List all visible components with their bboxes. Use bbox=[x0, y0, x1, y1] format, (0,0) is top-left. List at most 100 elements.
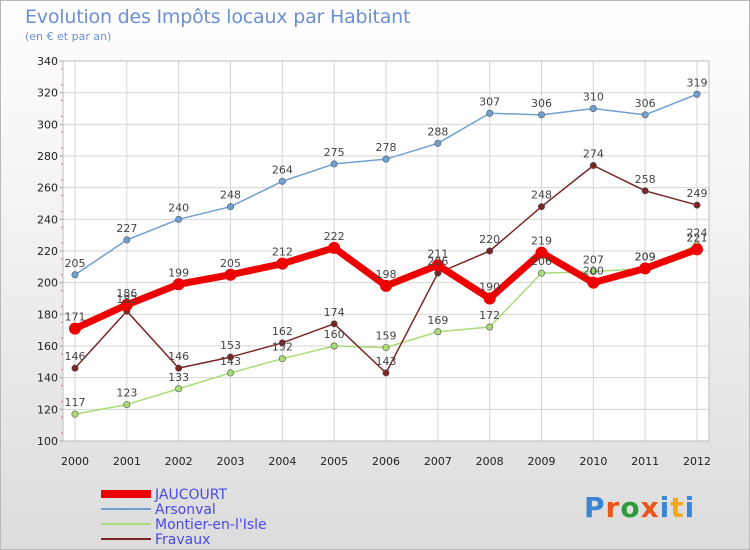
data-label: 207 bbox=[583, 254, 604, 267]
logo-letter: P bbox=[584, 491, 606, 524]
legend-item: Arsonval bbox=[101, 502, 216, 518]
x-tick-label: 2009 bbox=[528, 455, 556, 468]
data-point bbox=[123, 236, 131, 244]
logo-letter: r bbox=[605, 491, 621, 524]
data-point bbox=[175, 364, 183, 372]
data-label: 319 bbox=[687, 76, 708, 89]
data-point bbox=[175, 385, 183, 393]
data-point bbox=[483, 292, 496, 305]
data-label: 258 bbox=[635, 173, 656, 186]
data-label: 307 bbox=[479, 95, 500, 108]
data-point bbox=[434, 328, 442, 336]
data-point bbox=[175, 215, 183, 223]
data-label: 190 bbox=[479, 281, 500, 294]
legend-label: Montier-en-l'Isle bbox=[155, 517, 267, 533]
data-point bbox=[330, 320, 338, 328]
data-label: 162 bbox=[272, 325, 293, 338]
x-tick-label: 2007 bbox=[424, 455, 452, 468]
y-tick-label: 220 bbox=[37, 245, 58, 258]
y-tick-label: 200 bbox=[37, 277, 58, 290]
data-point bbox=[587, 276, 600, 289]
data-label: 248 bbox=[220, 189, 241, 202]
data-point bbox=[589, 162, 597, 170]
data-label: 209 bbox=[635, 250, 656, 263]
data-label: 206 bbox=[427, 255, 448, 268]
data-label: 227 bbox=[116, 222, 137, 235]
data-point bbox=[641, 187, 649, 195]
data-point bbox=[123, 401, 131, 409]
data-label: 186 bbox=[116, 287, 137, 300]
y-tick-label: 240 bbox=[37, 213, 58, 226]
data-point bbox=[486, 323, 494, 331]
chart-title: Evolution des Impôts locaux par Habitant bbox=[25, 6, 411, 28]
data-label: 205 bbox=[65, 257, 86, 270]
data-point bbox=[693, 90, 701, 98]
data-label: 212 bbox=[272, 246, 293, 259]
data-point bbox=[278, 355, 286, 363]
data-label: 152 bbox=[272, 341, 293, 354]
data-label: 211 bbox=[427, 247, 448, 260]
data-label: 275 bbox=[324, 146, 345, 159]
data-label: 209 bbox=[635, 250, 656, 263]
data-label: 221 bbox=[687, 231, 708, 244]
data-point bbox=[120, 298, 133, 311]
data-point bbox=[328, 241, 341, 254]
data-point bbox=[382, 344, 390, 352]
data-point bbox=[434, 139, 442, 147]
x-tick-label: 2004 bbox=[268, 455, 296, 468]
data-label: 278 bbox=[376, 141, 397, 154]
data-point bbox=[330, 160, 338, 168]
data-label: 159 bbox=[376, 330, 397, 343]
data-label: 288 bbox=[427, 125, 448, 138]
logo-letter: o bbox=[620, 491, 641, 524]
x-tick-label: 2002 bbox=[165, 455, 193, 468]
legend-item: JAUCOURT bbox=[101, 487, 227, 503]
plot-border bbox=[62, 60, 710, 442]
series-layer bbox=[69, 90, 703, 418]
legend-label: JAUCOURT bbox=[154, 487, 227, 503]
data-point bbox=[276, 257, 289, 270]
series-fravaux bbox=[71, 162, 701, 377]
x-tick-label: 2011 bbox=[631, 455, 659, 468]
data-point bbox=[227, 369, 235, 377]
data-label: 224 bbox=[687, 227, 708, 240]
data-label: 219 bbox=[531, 235, 552, 248]
logo-letter: i bbox=[684, 491, 696, 524]
data-label: 171 bbox=[65, 311, 86, 324]
legend-item: Montier-en-l'Isle bbox=[101, 517, 267, 533]
data-point bbox=[330, 342, 338, 350]
legend-item: Fravaux bbox=[101, 532, 210, 548]
x-tick-label: 2012 bbox=[683, 455, 711, 468]
data-point bbox=[641, 111, 649, 119]
data-label: 146 bbox=[168, 350, 189, 363]
y-tick-label: 320 bbox=[37, 87, 58, 100]
data-point bbox=[589, 105, 597, 113]
data-point bbox=[693, 201, 701, 209]
data-point bbox=[69, 322, 81, 335]
logo-letter: x bbox=[640, 491, 660, 524]
data-point bbox=[71, 271, 79, 279]
data-point bbox=[224, 268, 237, 281]
data-label: 143 bbox=[376, 355, 397, 368]
data-label: 169 bbox=[427, 314, 448, 327]
data-point bbox=[691, 243, 703, 256]
data-point bbox=[227, 353, 235, 361]
x-tick-label: 2006 bbox=[372, 455, 400, 468]
data-labels: 205 227 240 248 264 275 278 288 307 306 310 306 319 1… bbox=[65, 76, 708, 409]
data-label: 306 bbox=[531, 97, 552, 110]
data-label: 117 bbox=[65, 396, 86, 409]
data-point bbox=[589, 268, 597, 276]
data-point bbox=[380, 279, 392, 292]
proxiti-logo: Proxiti bbox=[584, 491, 695, 524]
data-label: 249 bbox=[687, 187, 708, 200]
data-label: 200 bbox=[583, 265, 604, 278]
data-label: 205 bbox=[220, 257, 241, 270]
data-point bbox=[382, 155, 390, 163]
data-label: 174 bbox=[324, 306, 345, 319]
grid bbox=[63, 60, 709, 442]
data-point bbox=[486, 247, 494, 255]
data-label: 240 bbox=[168, 201, 189, 214]
data-point bbox=[537, 111, 545, 119]
